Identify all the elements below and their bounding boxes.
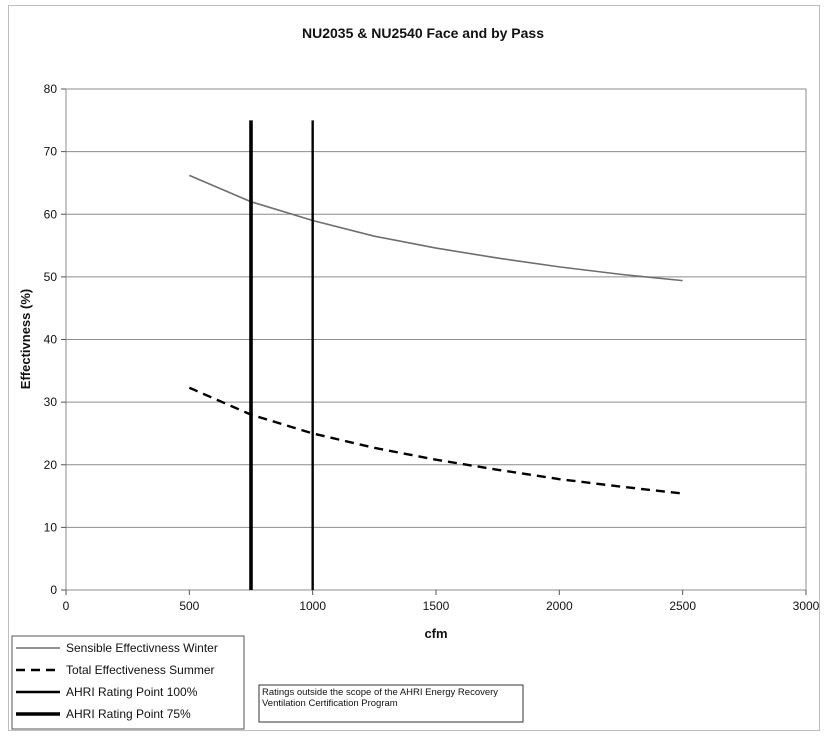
y-tick-label: 60	[44, 207, 58, 221]
x-tick-label: 1000	[299, 599, 326, 613]
chart-frame	[8, 5, 820, 731]
legend-label: AHRI Rating Point 100%	[66, 685, 198, 699]
x-axis-label: cfm	[424, 626, 447, 641]
y-tick-labels: 0 10 20 30 40 50 60 70 80	[44, 82, 58, 597]
y-axis-label: Effectivness (%)	[18, 289, 33, 389]
x-tick-label: 2500	[669, 599, 696, 613]
y-tick-label: 70	[44, 145, 58, 159]
legend: Sensible Effectivness Winter Total Effect…	[16, 641, 218, 721]
y-tick-label: 40	[44, 333, 58, 347]
x-tick-label: 2000	[546, 599, 573, 613]
series-layer	[188, 120, 683, 590]
gridlines	[61, 88, 807, 595]
legend-label: Sensible Effectivness Winter	[66, 641, 218, 655]
series-line	[189, 174, 683, 282]
chart-title: NU2035 & NU2540 Face and by Pass	[302, 25, 544, 41]
y-tick-label: 30	[44, 395, 58, 409]
y-tick-label: 20	[44, 458, 58, 472]
x-tick-label: 3000	[793, 599, 820, 613]
legend-label: AHRI Rating Point 75%	[66, 707, 191, 721]
y-tick-label: 0	[50, 583, 57, 597]
y-tick-label: 10	[44, 520, 58, 534]
annotation-box	[258, 684, 524, 723]
x-tick-labels: 0 500 1000 1500 2000 2500 3000	[63, 599, 820, 613]
x-tick-label: 1500	[423, 599, 450, 613]
annotation-text: Ratings outside the scope of the AHRI En…	[262, 687, 499, 709]
x-tick-label: 500	[179, 599, 199, 613]
y-tick-label: 50	[44, 270, 58, 284]
x-tick-label: 0	[63, 599, 70, 613]
y-tick-label: 80	[44, 82, 58, 96]
legend-label: Total Effectiveness Summer	[66, 663, 215, 677]
series-line	[188, 386, 683, 495]
